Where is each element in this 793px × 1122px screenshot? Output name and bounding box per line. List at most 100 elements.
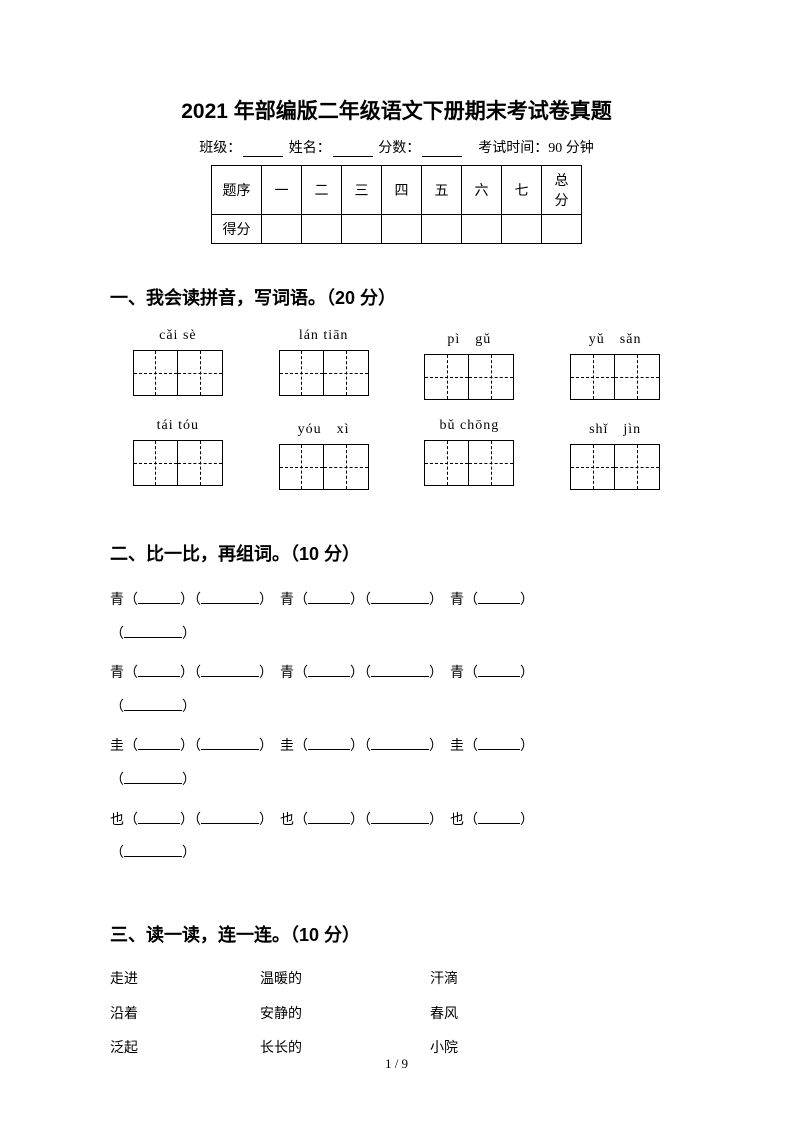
answer-blank[interactable] (201, 810, 259, 824)
char: 青 (450, 666, 464, 681)
score-cell[interactable] (262, 215, 302, 244)
char: 青 (450, 593, 464, 608)
answer-blank[interactable] (124, 770, 182, 784)
cell-5: 五 (422, 166, 462, 215)
answer-blank[interactable] (124, 624, 182, 638)
score-cell[interactable] (502, 215, 542, 244)
cell-1: 一 (262, 166, 302, 215)
section2-line: 青（）（） 青（）（） 青（） （） (110, 657, 683, 724)
answer-blank[interactable] (308, 590, 350, 604)
answer-blank[interactable] (201, 590, 259, 604)
answer-blank[interactable] (371, 590, 429, 604)
char: 也 (110, 813, 124, 828)
page-number: 1 / 9 (0, 1056, 793, 1072)
tianzige-box[interactable] (424, 354, 514, 400)
answer-blank[interactable] (138, 736, 180, 750)
pinyin-text: yóu xì (298, 418, 350, 438)
char: 青 (110, 593, 124, 608)
pinyin-item: lán tiān (266, 328, 382, 400)
cell-defen: 得分 (212, 215, 262, 244)
answer-blank[interactable] (478, 736, 520, 750)
answer-blank[interactable] (371, 663, 429, 677)
time-label: 考试时间：90 分钟 (478, 141, 594, 156)
pinyin-item: yǔ sǎn (557, 328, 673, 400)
section2-body: 青（）（） 青（）（） 青（） （） 青（）（） 青（）（） 青（） （） 圭（… (110, 584, 683, 871)
score-cell[interactable] (542, 215, 582, 244)
section2-line: 也（）（） 也（）（） 也（） （） (110, 804, 683, 871)
cell-tixu: 题序 (212, 166, 262, 215)
pinyin-text: pì gǔ (447, 328, 491, 348)
name-blank[interactable] (333, 141, 373, 157)
answer-blank[interactable] (478, 810, 520, 824)
score-table-header-row: 题序 一 二 三 四 五 六 七 总分 (212, 166, 582, 215)
pinyin-text: cǎi sè (159, 328, 196, 344)
answer-blank[interactable] (308, 736, 350, 750)
pinyin-item: pì gǔ (412, 328, 528, 400)
answer-blank[interactable] (478, 663, 520, 677)
pinyin-item: cǎi sè (120, 328, 236, 400)
tianzige-box[interactable] (424, 440, 514, 486)
tianzige-box[interactable] (570, 354, 660, 400)
score-cell[interactable] (342, 215, 382, 244)
pinyin-text: shǐ jìn (589, 418, 641, 438)
score-blank[interactable] (422, 141, 462, 157)
tianzige-box[interactable] (133, 440, 223, 486)
char: 圭 (450, 739, 464, 754)
cell-2: 二 (302, 166, 342, 215)
pinyin-text: lán tiān (299, 328, 349, 344)
char: 也 (280, 813, 294, 828)
score-cell[interactable] (462, 215, 502, 244)
score-cell[interactable] (302, 215, 342, 244)
exam-title: 2021 年部编版二年级语文下册期末考试卷真题 (110, 95, 683, 125)
pinyin-text: tái tóu (157, 418, 199, 434)
match-item-a: 走进 (110, 965, 260, 996)
score-table: 题序 一 二 三 四 五 六 七 总分 得分 (211, 165, 582, 244)
char: 青 (280, 666, 294, 681)
answer-blank[interactable] (201, 736, 259, 750)
char: 圭 (280, 739, 294, 754)
section3-body: 走进 温暖的 汗滴 沿着 安静的 春风 泛起 长长的 小院 (110, 965, 683, 1065)
score-cell[interactable] (422, 215, 462, 244)
answer-blank[interactable] (138, 810, 180, 824)
answer-blank[interactable] (201, 663, 259, 677)
char: 也 (450, 813, 464, 828)
match-item-b: 温暖的 (260, 965, 430, 996)
tianzige-box[interactable] (279, 444, 369, 490)
class-blank[interactable] (243, 141, 283, 157)
answer-blank[interactable] (308, 810, 350, 824)
section2-line: 圭（）（） 圭（）（） 圭（） （） (110, 730, 683, 797)
cell-7: 七 (502, 166, 542, 215)
section1-title: 一、我会读拼音，写词语。（20 分） (110, 284, 683, 310)
cell-4: 四 (382, 166, 422, 215)
answer-blank[interactable] (371, 810, 429, 824)
match-item-c: 春风 (430, 1000, 530, 1031)
tianzige-box[interactable] (279, 350, 369, 396)
score-cell[interactable] (382, 215, 422, 244)
answer-blank[interactable] (124, 843, 182, 857)
match-row: 沿着 安静的 春风 (110, 1000, 683, 1031)
section3-title: 三、读一读，连一连。（10 分） (110, 921, 683, 947)
match-item-b: 安静的 (260, 1000, 430, 1031)
info-line: 班级： 姓名： 分数： 考试时间：90 分钟 (110, 137, 683, 157)
score-table-score-row: 得分 (212, 215, 582, 244)
match-item-c: 汗滴 (430, 965, 530, 996)
section2-title: 二、比一比，再组词。（10 分） (110, 540, 683, 566)
pinyin-item: shǐ jìn (557, 418, 673, 490)
pinyin-item: yóu xì (266, 418, 382, 490)
tianzige-box[interactable] (133, 350, 223, 396)
pinyin-item: bǔ chōng (412, 418, 528, 490)
section2-line: 青（）（） 青（）（） 青（） （） (110, 584, 683, 651)
pinyin-text: bǔ chōng (440, 418, 500, 434)
char: 青 (280, 593, 294, 608)
score-label: 分数： (378, 141, 420, 156)
answer-blank[interactable] (138, 663, 180, 677)
pinyin-grid: cǎi sè lán tiān pì gǔ yǔ sǎn tái tóu yóu… (110, 328, 683, 490)
char: 圭 (110, 739, 124, 754)
tianzige-box[interactable] (570, 444, 660, 490)
answer-blank[interactable] (308, 663, 350, 677)
answer-blank[interactable] (478, 590, 520, 604)
answer-blank[interactable] (124, 697, 182, 711)
answer-blank[interactable] (138, 590, 180, 604)
answer-blank[interactable] (371, 736, 429, 750)
match-item-a: 沿着 (110, 1000, 260, 1031)
